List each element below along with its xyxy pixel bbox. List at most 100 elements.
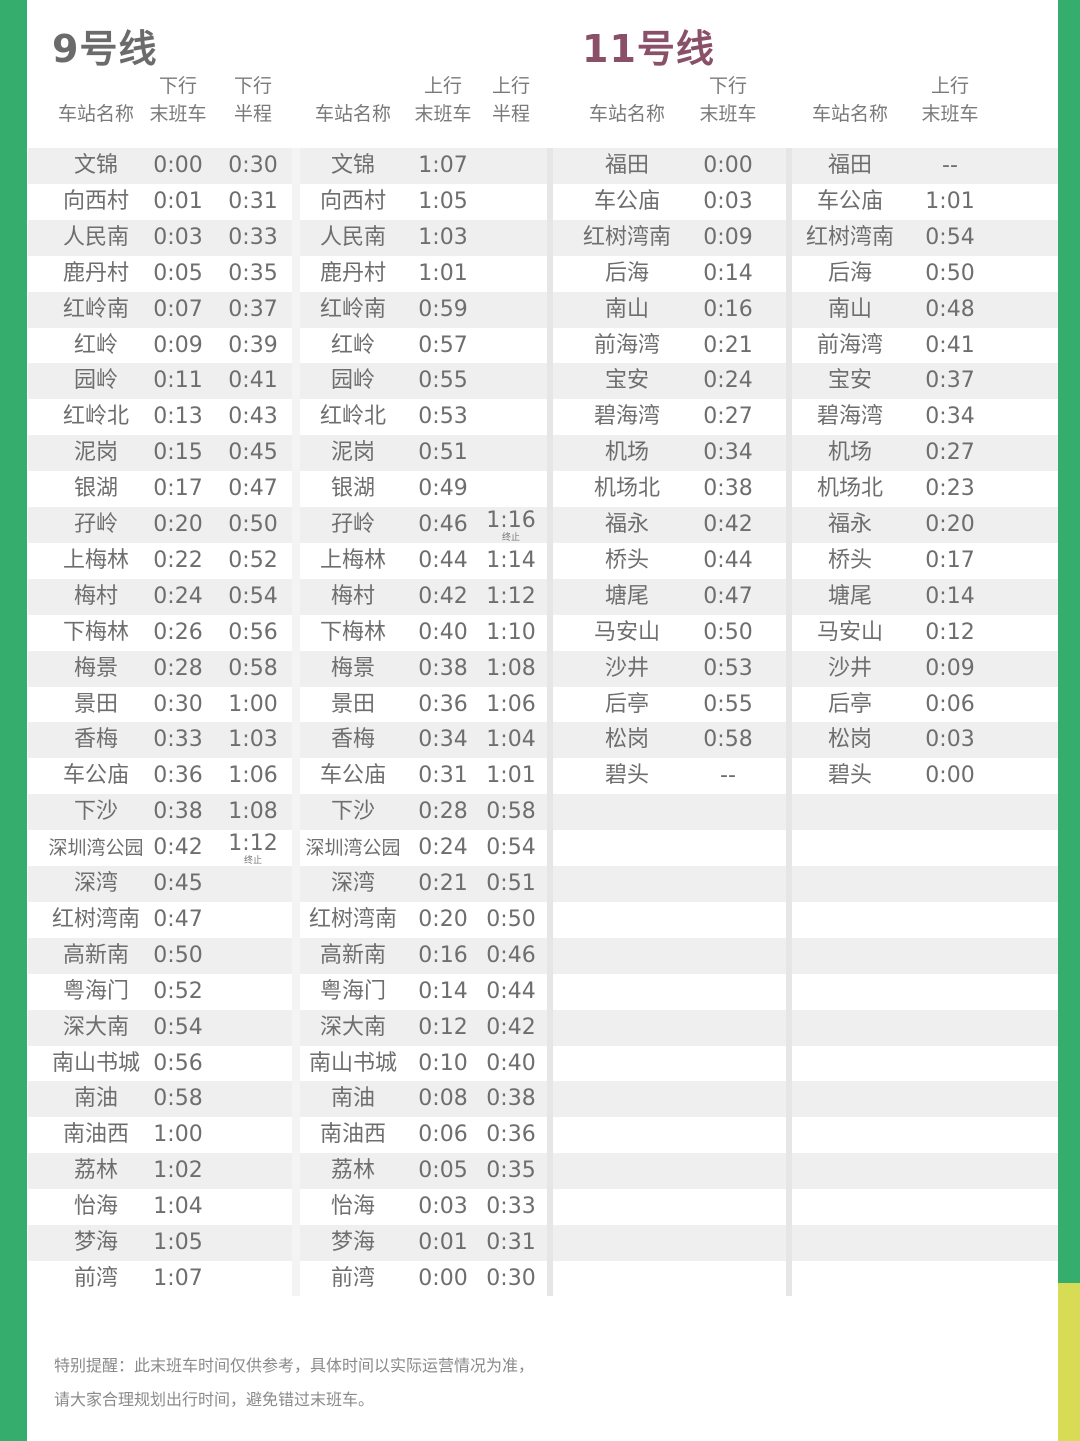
last-train-time: 0:24 [703,368,753,394]
station-name: 碧海湾 [816,404,883,430]
half-route-time: 0:31 [486,1230,536,1255]
station-name: 园岭 [73,368,118,394]
half-route-time [481,328,541,364]
last-train-time: 0:14 [703,260,753,286]
table-row [28,1009,1058,1046]
station-name: 南山书城 [51,1050,140,1076]
last-train-time: 0:38 [418,655,468,681]
station-name: 后亭 [604,691,649,717]
half-route-time [481,184,541,220]
last-train-time: 0:55 [418,368,468,394]
last-train-time: 1:03 [418,224,468,250]
last-train-time: 0:12 [418,1014,468,1040]
station-name: 向西村 [62,188,129,214]
l11-down-station-header: 车站名称 [588,103,665,125]
half-route-time: 1:14 [486,547,536,573]
station-name: 人民南 [319,224,386,250]
station-name: 深湾 [330,871,375,896]
table-row [28,578,1058,615]
last-train-time: 0:05 [153,260,203,286]
station-name: 深圳湾公园 [305,837,401,860]
station-name: 上梅林 [62,547,129,573]
table-row [28,507,1058,543]
l9-up-station-header: 车站名称 [314,103,391,125]
half-route-time: 1:08 [228,799,278,825]
half-route-time [223,866,283,902]
half-route-time: 0:31 [228,188,278,214]
header-top: 上行 [423,75,462,97]
last-train-time: 0:03 [153,224,203,250]
station-name: 南油 [73,1086,118,1112]
half-route-time [481,292,541,328]
half-route-time: 1:06 [486,691,536,717]
half-route-time: 0:50 [486,906,536,932]
station-name: 机场 [827,440,872,466]
station-name: 泥岗 [330,440,375,466]
last-train-time: 0:26 [153,619,203,645]
half-route-time: 0:30 [486,1265,536,1291]
half-route-time [481,363,541,399]
station-name: 前海湾 [816,332,883,358]
station-name: 塘尾 [604,583,649,609]
line11-title: 11号线 [582,27,715,71]
station-name: 红树湾南 [308,906,397,932]
last-train-time: -- [942,153,958,178]
header-bottom: 末班车 [699,103,757,125]
last-train-time: 0:42 [153,835,203,861]
l11-up-station-header: 车站名称 [811,103,888,125]
half-route-time [223,902,283,938]
last-train-time: 0:14 [925,583,975,609]
station-name: 南油西 [62,1122,129,1148]
table-row [28,722,1058,759]
station-name: 荔林 [330,1158,375,1184]
table-row [28,219,1058,256]
half-route-time: 1:04 [486,727,536,753]
station-name: 马安山 [593,619,660,645]
station-name: 怡海 [330,1194,375,1220]
station-name: 怡海 [73,1194,118,1220]
half-route-time [223,1153,283,1189]
last-train-time: 0:12 [925,619,975,645]
station-name: 车公庙 [62,763,129,789]
station-name: 福永 [604,512,649,537]
last-train-time: 0:44 [703,547,753,573]
left-green-border [0,0,27,1441]
station-name: 银湖 [330,476,375,502]
last-train-time: 0:10 [418,1050,468,1076]
terminal-note: 终止 [243,856,262,867]
right-yellow-border [1058,1283,1080,1441]
station-name: 红岭北 [62,404,129,430]
station-name: 福田 [827,153,872,178]
station-name: 塘尾 [827,583,872,609]
last-train-time: 1:01 [925,188,975,214]
station-name: 红岭南 [62,296,129,322]
last-train-time: 0:50 [925,260,975,286]
station-name: 碧海湾 [593,404,660,430]
half-route-time [223,1010,283,1046]
station-name: 南油西 [319,1122,386,1148]
half-route-time [223,1081,283,1117]
last-train-time: 0:22 [153,547,203,573]
last-train-time: 0:31 [418,763,468,789]
last-train-time: 0:24 [153,583,203,609]
last-train-time: -- [720,763,736,789]
header-bottom: 半程 [491,103,530,125]
half-route-time [481,148,541,184]
table-row [28,363,1058,400]
table-row [28,937,1058,974]
last-train-time: 0:42 [418,583,468,609]
last-train-time: 0:09 [925,655,975,681]
last-train-time: 0:53 [703,655,753,681]
last-train-time: 0:57 [418,332,468,358]
station-name: 梅景 [73,655,118,681]
half-route-time: 0:42 [486,1014,536,1040]
station-name: 红树湾南 [582,224,671,250]
last-train-time: 0:47 [153,906,203,932]
last-train-time: 0:13 [153,404,203,430]
station-name: 后亭 [827,691,872,717]
last-train-time: 0:41 [925,332,975,358]
half-route-time [223,938,283,974]
last-train-time: 1:05 [153,1230,203,1255]
last-train-time: 0:53 [418,404,468,430]
table-row [28,794,1058,831]
